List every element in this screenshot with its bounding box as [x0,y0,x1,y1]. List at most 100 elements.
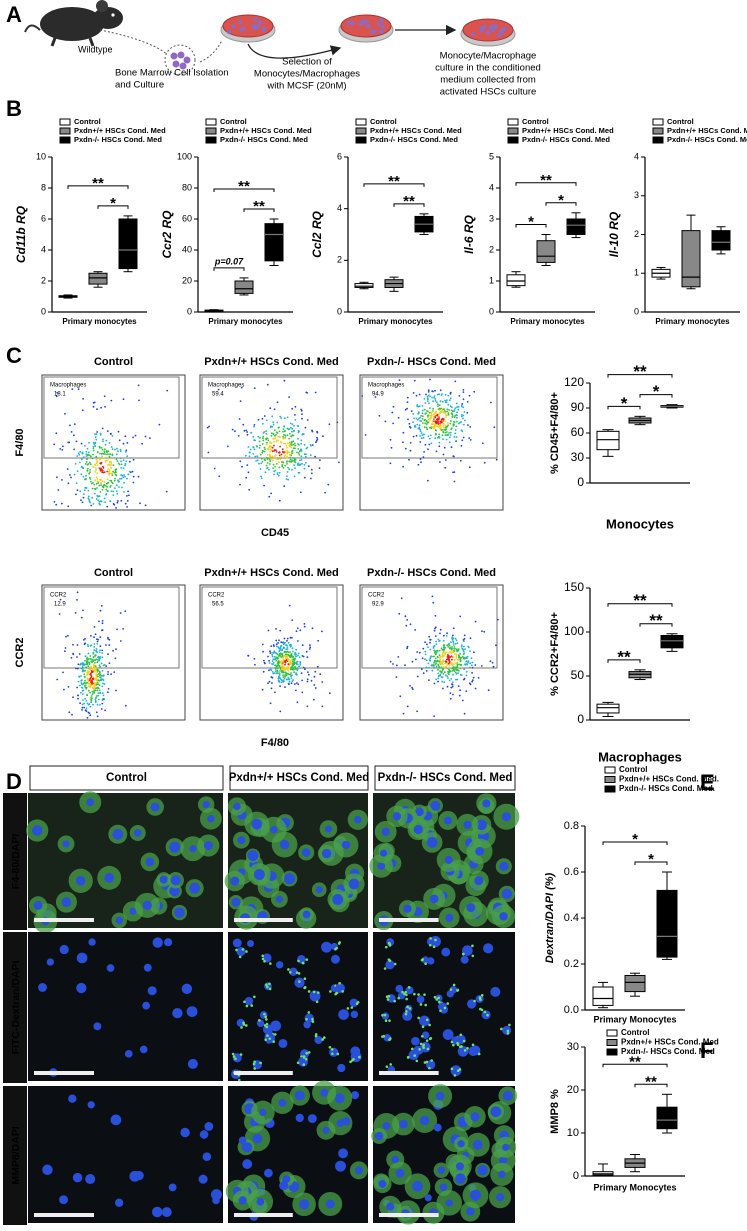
significance-label: ** [92,175,104,192]
cell-nucleus [329,1047,339,1057]
flow-event [93,649,96,651]
flow-event [258,447,261,449]
flow-event [116,447,118,450]
flow-event [290,653,293,656]
significance-label: * [528,213,534,230]
cell-nucleus [202,801,210,809]
flow-event [294,444,297,447]
cell-nucleus [284,873,295,885]
flow-event [447,655,450,657]
flow-event [101,469,104,472]
flow-event [447,670,449,673]
flow-event [446,664,449,666]
flow-event [443,419,446,422]
flow-event [416,423,419,426]
flow-event [454,647,456,650]
dextran-granule [346,1007,350,1010]
cell-nucleus [236,947,246,957]
flow-event [119,478,121,480]
dextran-granule [272,1040,276,1043]
flow-event [132,458,135,461]
flow-event [415,434,418,437]
flow-event [158,423,161,426]
flow-event [97,669,100,672]
flow-event [291,665,294,668]
y-axis-label: Ccr2 RQ [160,210,174,259]
flow-event [275,433,277,436]
flow-event [269,702,272,705]
flow-event [67,686,70,688]
cell-nucleus [349,998,359,1008]
cell-nucleus [445,1199,453,1207]
flow-event [81,501,84,504]
dextran-granule [446,1002,450,1005]
flow-event [324,491,326,494]
flow-event [79,684,81,687]
flow-event [116,501,119,504]
flow-event [279,652,282,655]
flow-event [122,459,125,461]
flow-event [438,674,440,677]
flow-event [100,708,103,710]
flow-event [421,434,424,437]
flow-event [463,712,466,715]
flow-event [460,444,463,447]
flow-event [266,454,269,456]
flow-event [448,664,451,667]
flow-event [273,672,276,674]
flow-event [452,656,455,659]
flow-event [425,670,428,672]
cell-nucleus [38,983,47,992]
flow-event [289,668,292,671]
flow-event [420,415,422,417]
flow-event [451,661,453,664]
flow-event [265,464,268,467]
flow-event [83,493,85,495]
flow-event [444,662,446,665]
x-axis-label: Primary Monocytes [593,1182,676,1192]
flow-event [91,693,94,695]
flow-event [429,395,431,398]
cell-nucleus [399,1119,408,1129]
flow-event [272,423,275,426]
box [592,986,614,1006]
flow-event [411,688,414,690]
flow-event [260,462,263,465]
flow-event [281,670,283,672]
y-tick-label: 0 [41,306,46,316]
y-tick-label: 4 [634,151,639,161]
flow-event [424,653,427,656]
schematic [24,0,457,76]
flow-event [281,663,284,666]
flow-event [452,634,454,637]
flow-event [402,441,404,444]
flow-event [277,439,279,442]
dextran-granule [265,983,268,987]
schematic-label: medium collected from [440,75,536,86]
micrograph [228,932,368,1081]
flow-event [87,497,90,500]
flow-event [278,666,281,669]
micrograph-header-box [29,765,224,791]
flow-event [86,681,88,684]
flow-event [91,487,94,490]
flow-event [116,460,119,462]
dextran-granule [253,995,256,999]
flow-event [275,628,277,630]
flow-event [92,691,94,693]
flow-x-axis-label: CD45 [261,527,289,539]
flow-event [106,470,109,473]
flow-event [278,499,281,502]
flow-event [67,505,70,508]
flow-event [445,635,448,637]
flow-event [242,423,245,426]
dextran-granule [401,990,404,994]
dextran-granule [415,1059,419,1063]
flow-event [458,694,461,697]
flow-event [302,433,305,436]
flow-event [288,680,291,683]
legend-swatch [606,1029,618,1037]
significance-bracket [515,224,547,228]
cell-nucleus [237,836,246,845]
